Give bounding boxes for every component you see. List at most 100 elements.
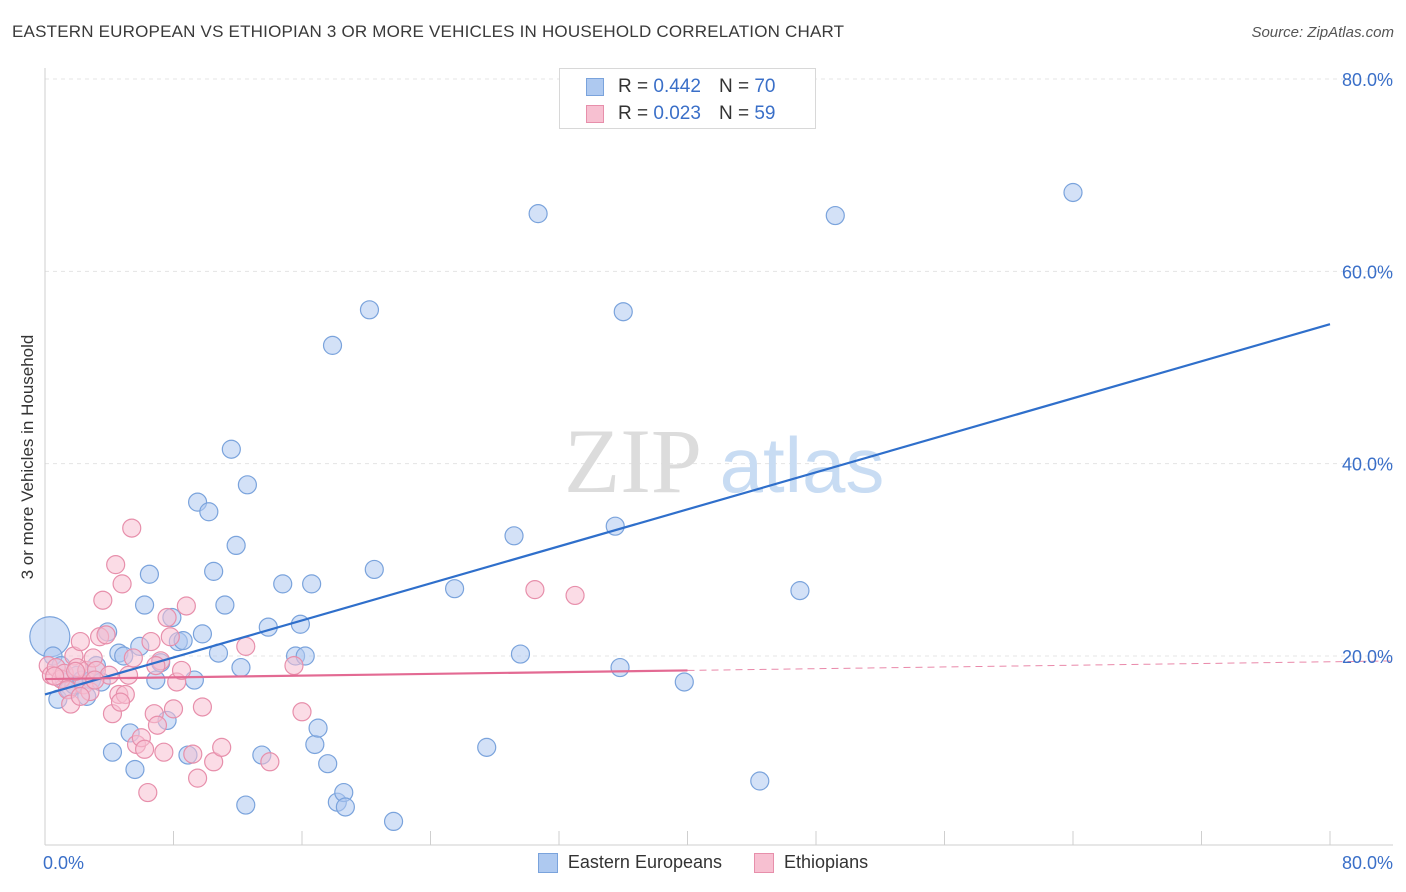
ethiopian-point (70, 686, 90, 706)
eastern-european-point (139, 564, 160, 584)
r-value: 0.023 (653, 103, 701, 124)
grid-lines (45, 78, 1393, 657)
legend-swatch-blue (537, 852, 558, 873)
eastern-european-point (444, 579, 465, 599)
eastern-european-point (302, 574, 322, 594)
tick-labels: 20.0% 40.0% 60.0% 80.0% 0.0% 80.0% (43, 70, 1393, 873)
eastern-european-point (199, 502, 219, 522)
eastern-european-point (215, 595, 235, 615)
r-label: R = (618, 103, 649, 124)
legend-row-ethiopians: R = 0.023 N = 59 (586, 101, 775, 127)
eastern-european-point (226, 535, 246, 556)
eastern-european-point (825, 205, 845, 226)
ethiopian-point (106, 555, 126, 575)
eastern-european-point (790, 581, 810, 601)
eastern-european-point (383, 811, 404, 832)
legend-label: Eastern Europeans (567, 852, 723, 872)
eastern-european-trend-line (44, 323, 1331, 696)
data-points (29, 182, 1083, 832)
eastern-european-point (308, 718, 328, 738)
ethiopian-point (260, 752, 280, 772)
ethiopian-point (284, 656, 304, 676)
ethiopian-point (204, 752, 224, 772)
ethiopian-point (65, 661, 86, 681)
x-tick-label-max: 80.0% (1342, 853, 1393, 873)
eastern-european-point (750, 771, 770, 791)
eastern-european-point (258, 617, 278, 637)
ethiopian-point (147, 715, 168, 735)
eastern-european-point (359, 300, 380, 320)
eastern-european-point (318, 754, 338, 774)
ethiopian-point (212, 737, 232, 757)
ethiopian-point (171, 660, 192, 681)
watermark-atlas: atlas (720, 421, 885, 509)
ethiopian-point (292, 702, 312, 722)
eastern-european-point (204, 561, 224, 581)
ethiopian-point (525, 580, 545, 600)
n-label: N = (718, 76, 750, 97)
eastern-european-point (221, 439, 241, 459)
r-value: 0.442 (653, 76, 701, 97)
legend-item-eastern-europeans[interactable]: Eastern Europeans (537, 852, 723, 873)
axes (44, 68, 1393, 846)
ethiopian-trend-line-extension (687, 660, 1394, 671)
ethiopian-point (176, 596, 196, 616)
eastern-european-point (477, 737, 497, 757)
ethiopian-point (96, 625, 116, 645)
legend-swatch-pink (754, 852, 775, 873)
y-tick-label: 20.0% (1342, 647, 1393, 667)
ethiopian-point (163, 699, 184, 719)
ethiopian-point (112, 574, 132, 594)
legend-swatch-pink (586, 105, 604, 123)
ethiopian-point (565, 585, 585, 606)
eastern-european-point (322, 335, 343, 355)
eastern-european-point (134, 595, 155, 615)
legend-row-eastern-europeans: R = 0.442 N = 70 (586, 74, 775, 100)
eastern-european-point (613, 302, 633, 322)
eastern-european-point (192, 624, 213, 644)
n-value: 59 (754, 103, 776, 124)
ethiopian-point (93, 590, 113, 610)
ethiopian-point (70, 631, 90, 652)
n-value: 70 (754, 76, 776, 97)
eastern-european-point (273, 574, 293, 594)
y-tick-label: 80.0% (1342, 70, 1393, 90)
eastern-european-point (504, 526, 524, 546)
source-label: Source: ZipAtlas.com (1251, 24, 1394, 41)
eastern-european-point (125, 759, 145, 780)
eastern-european-point (305, 734, 325, 755)
y-axis-label: 3 or more Vehicles in Household (18, 334, 37, 580)
series-legend: Eastern Europeans Ethiopians (0, 852, 1406, 873)
eastern-european-point (1063, 182, 1083, 203)
ethiopian-point (110, 692, 131, 712)
ethiopian-point (157, 607, 177, 628)
eastern-european-point (674, 672, 694, 692)
x-tick-label-min: 0.0% (43, 853, 84, 873)
eastern-european-point (231, 657, 251, 678)
ethiopian-point (183, 744, 203, 764)
ethiopian-trend-line (44, 669, 688, 681)
eastern-european-point (364, 559, 384, 580)
legend-swatch-blue (586, 78, 604, 96)
trend-lines (44, 323, 1394, 696)
eastern-european-point (102, 742, 123, 762)
watermark-zip: ZIP (564, 410, 702, 512)
eastern-european-point (237, 475, 257, 495)
ethiopian-point (154, 742, 174, 762)
y-tick-label: 40.0% (1342, 455, 1393, 475)
correlation-legend: R = 0.442 N = 70 R = 0.023 N = 59 (559, 68, 816, 129)
chart-title: EASTERN EUROPEAN VS ETHIOPIAN 3 OR MORE … (12, 22, 845, 41)
ethiopian-point (192, 697, 213, 717)
eastern-european-point (236, 795, 256, 815)
ethiopian-point (134, 739, 155, 759)
legend-item-ethiopians[interactable]: Ethiopians (754, 852, 868, 873)
ethiopian-point (45, 666, 65, 686)
ethiopian-point (187, 768, 208, 788)
y-tick-label: 60.0% (1342, 262, 1393, 282)
eastern-european-point (335, 797, 355, 817)
ethiopian-point (236, 636, 256, 656)
ethiopian-point (122, 518, 142, 538)
eastern-european-point (510, 644, 531, 664)
ethiopian-point (123, 648, 143, 668)
